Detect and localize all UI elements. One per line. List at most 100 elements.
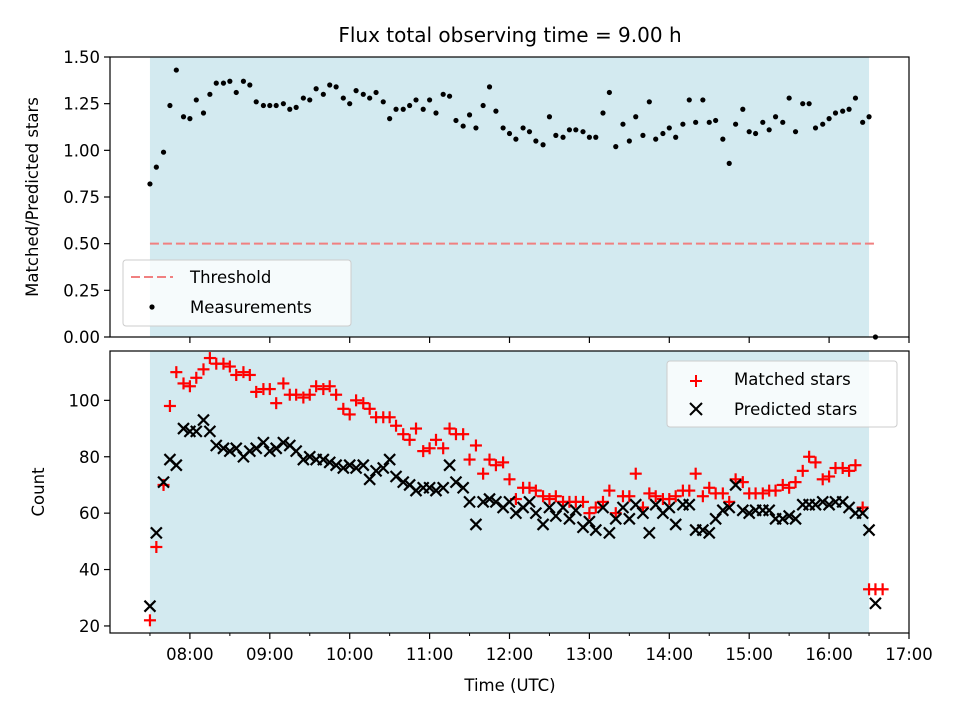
measurement-point bbox=[333, 84, 339, 90]
bottom-y-tick-label: 60 bbox=[79, 504, 100, 523]
matched-star-point bbox=[843, 464, 856, 477]
predicted-star-point bbox=[596, 501, 610, 514]
measurement-point bbox=[147, 181, 153, 187]
measurement-point bbox=[780, 119, 786, 125]
measurement-point bbox=[300, 95, 306, 101]
top-y-axis-title: Matched/Predicted stars bbox=[23, 97, 42, 297]
measurement-point bbox=[427, 97, 433, 103]
matched-star-point bbox=[190, 371, 203, 384]
measurement-point bbox=[327, 82, 333, 88]
predicted-star-point bbox=[257, 436, 270, 449]
matched-star-point bbox=[596, 495, 609, 508]
measurement-point bbox=[520, 125, 526, 131]
legend-measurements-swatch bbox=[149, 304, 155, 310]
bottom-x-tick-label: 09:00 bbox=[246, 645, 294, 664]
predicted-star-point bbox=[536, 518, 550, 531]
bottom-x-tick-label: 14:00 bbox=[646, 645, 694, 664]
measurement-point bbox=[760, 119, 766, 125]
matched-star-point bbox=[323, 380, 336, 393]
predicted-star-point bbox=[529, 506, 543, 520]
predicted-star-point bbox=[669, 518, 682, 531]
matched-star-point bbox=[303, 388, 316, 401]
matched-star-point bbox=[417, 445, 430, 458]
predicted-star-point bbox=[303, 450, 317, 464]
measurement-point bbox=[752, 130, 759, 137]
matched-star-point bbox=[437, 442, 450, 455]
measurement-point bbox=[167, 102, 173, 109]
matched-star-point bbox=[629, 467, 642, 480]
matched-star-point bbox=[603, 484, 616, 497]
matched-star-point bbox=[217, 357, 230, 370]
measurement-point bbox=[700, 97, 706, 103]
measurement-point bbox=[433, 110, 439, 116]
measurement-point bbox=[620, 121, 626, 127]
measurement-point bbox=[860, 119, 866, 125]
measurement-point bbox=[486, 84, 493, 90]
matched-star-point bbox=[609, 507, 622, 520]
measurement-point bbox=[640, 132, 646, 138]
predicted-star-point bbox=[323, 456, 337, 469]
predicted-star-point bbox=[476, 495, 490, 509]
measurement-point bbox=[706, 119, 712, 125]
matched-star-point bbox=[489, 459, 502, 472]
measurement-point bbox=[260, 102, 267, 109]
measurement-point bbox=[387, 116, 393, 122]
predicted-star-point bbox=[809, 498, 822, 511]
measurement-point bbox=[466, 112, 473, 118]
matched-star-point bbox=[350, 394, 363, 407]
matched-star-point bbox=[856, 501, 869, 514]
predicted-star-point bbox=[243, 444, 257, 458]
top-y-tick-label: 0.00 bbox=[63, 328, 100, 347]
measurement-point bbox=[653, 136, 659, 142]
measurement-point bbox=[646, 99, 652, 105]
predicted-star-point bbox=[357, 458, 370, 472]
measurement-point bbox=[600, 110, 606, 116]
measurement-point bbox=[200, 110, 207, 116]
bottom-y-axis-title: Count bbox=[29, 467, 48, 517]
matched-star-point bbox=[317, 383, 330, 396]
matched-star-point bbox=[163, 399, 176, 412]
matched-star-point bbox=[469, 439, 482, 452]
measurement-point bbox=[247, 82, 253, 88]
measurement-point bbox=[733, 121, 739, 127]
legend-predicted-swatch bbox=[689, 402, 703, 416]
matched-star-point bbox=[577, 495, 590, 508]
matched-star-point bbox=[337, 402, 350, 415]
matched-star-point bbox=[649, 490, 662, 503]
predicted-star-point bbox=[556, 501, 570, 514]
measurement-point bbox=[173, 67, 179, 73]
matched-star-point bbox=[423, 442, 436, 455]
predicted-star-point bbox=[396, 475, 410, 489]
matched-star-point bbox=[503, 473, 516, 486]
predicted-star-point bbox=[696, 523, 710, 537]
measurement-point bbox=[673, 134, 679, 140]
predicted-star-point bbox=[190, 425, 203, 438]
measurement-point bbox=[840, 108, 846, 114]
bottom-y-tick-label: 80 bbox=[79, 448, 100, 467]
bottom-y-axis: 20 40 60 80 100 bbox=[69, 391, 110, 636]
matched-star-point bbox=[816, 473, 829, 486]
predicted-star-point bbox=[716, 504, 730, 517]
predicted-star-point bbox=[157, 475, 170, 489]
top-frame bbox=[109, 56, 910, 338]
matched-star-point bbox=[663, 493, 676, 506]
predicted-star-point bbox=[722, 501, 736, 514]
predicted-star-point bbox=[682, 498, 696, 511]
matched-star-point bbox=[756, 487, 769, 500]
measurement-point bbox=[560, 134, 566, 140]
matched-star-point bbox=[537, 490, 550, 503]
matched-star-point bbox=[789, 476, 802, 489]
measurement-point bbox=[287, 106, 293, 112]
measurement-point bbox=[473, 125, 479, 131]
matched-star-point bbox=[723, 495, 736, 508]
bottom-x-tick-label: 10:00 bbox=[326, 645, 374, 664]
matched-star-point bbox=[796, 464, 809, 477]
top-y-tick-label: 0.25 bbox=[63, 281, 100, 300]
measurement-point bbox=[360, 91, 366, 97]
matched-star-point bbox=[263, 383, 276, 396]
predicted-star-point bbox=[856, 506, 869, 520]
predicted-star-point bbox=[277, 436, 290, 449]
measurement-point bbox=[313, 86, 319, 92]
predicted-star-point bbox=[170, 458, 183, 472]
matched-star-point bbox=[497, 456, 510, 469]
